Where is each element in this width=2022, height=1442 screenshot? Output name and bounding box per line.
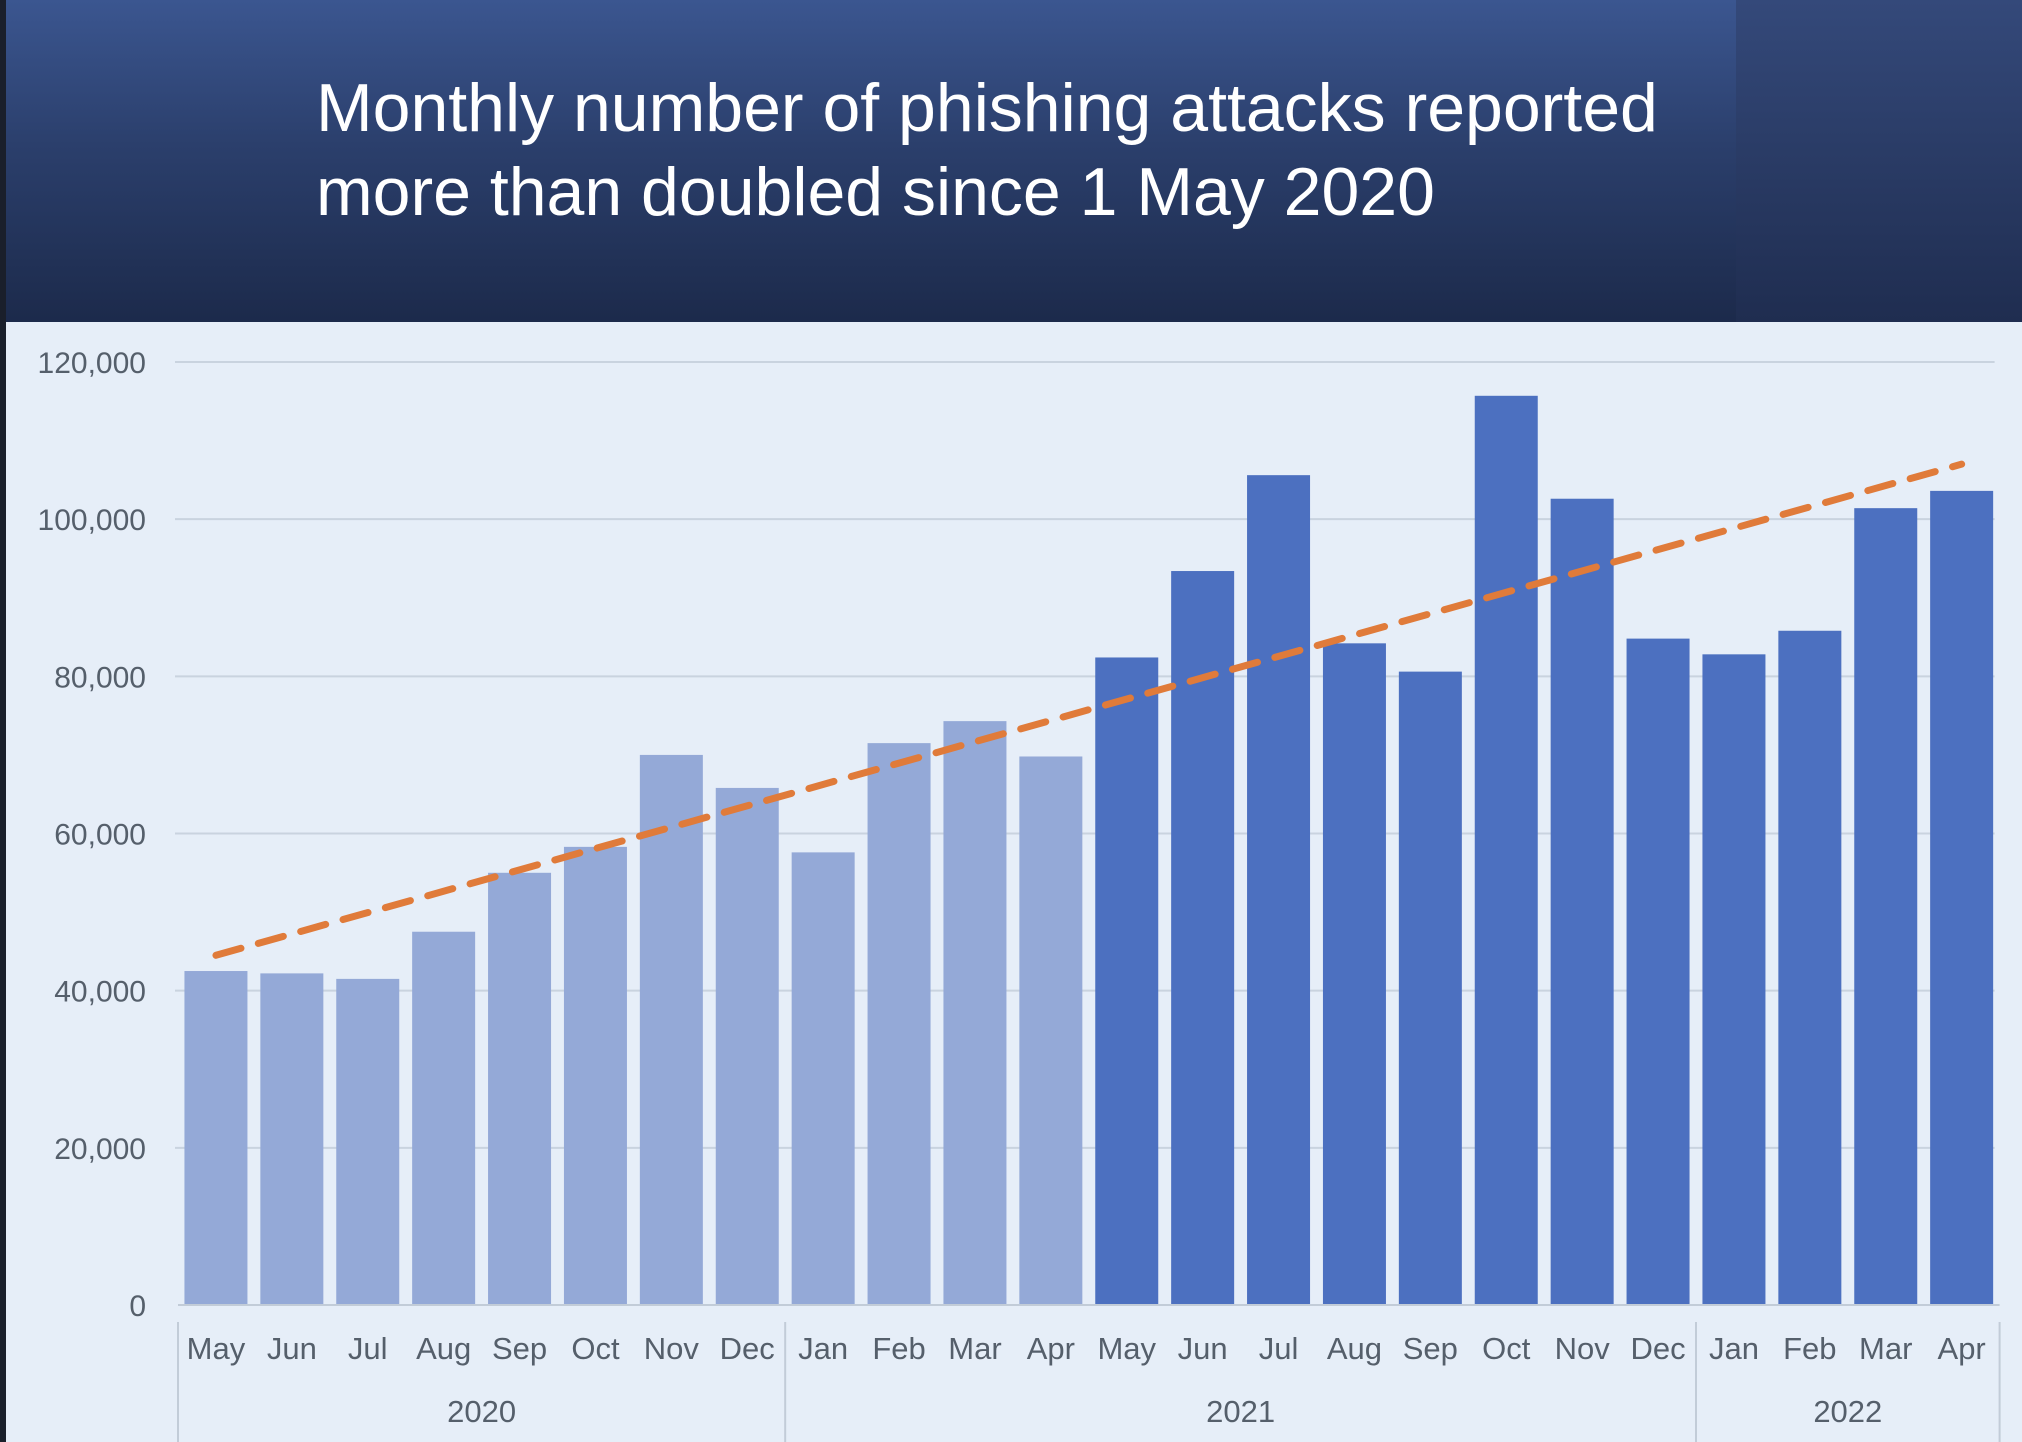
x-tick-label: Jun bbox=[267, 1331, 317, 1366]
x-tick-label: Mar bbox=[1859, 1331, 1912, 1366]
x-tick-label: May bbox=[187, 1331, 246, 1366]
year-group-label: 2020 bbox=[447, 1394, 516, 1429]
bar bbox=[1474, 395, 1538, 1305]
bar bbox=[1095, 657, 1159, 1305]
x-tick-label: Apr bbox=[1027, 1331, 1075, 1366]
trend-line bbox=[212, 460, 1966, 959]
x-tick-label: Sep bbox=[492, 1331, 547, 1366]
bar bbox=[1702, 654, 1766, 1305]
x-tick-label: Aug bbox=[416, 1331, 471, 1366]
x-tick-label: Apr bbox=[1938, 1331, 1986, 1366]
x-tick-label: Oct bbox=[1482, 1331, 1531, 1366]
year-group-label: 2021 bbox=[1206, 1394, 1275, 1429]
bar bbox=[1626, 638, 1690, 1305]
chart-title-line-2: more than doubled since 1 May 2020 bbox=[316, 154, 1435, 230]
bar bbox=[412, 931, 476, 1305]
chart-title: Monthly number of phishing attacks repor… bbox=[316, 66, 1736, 234]
x-tick-label: Jul bbox=[348, 1331, 388, 1366]
gridlines bbox=[175, 361, 1995, 1149]
bar bbox=[1322, 643, 1386, 1305]
x-tick-label: Sep bbox=[1403, 1331, 1458, 1366]
x-axis: May Jun Jul Aug Sep Oct Nov Dec Jan Feb Mar Apr May J… bbox=[177, 1304, 2001, 1442]
bar bbox=[1247, 475, 1311, 1305]
x-tick-label: May bbox=[1097, 1331, 1156, 1366]
bar bbox=[1550, 498, 1614, 1305]
bar bbox=[639, 754, 703, 1305]
bar bbox=[791, 852, 855, 1305]
bar bbox=[184, 971, 248, 1305]
bar bbox=[563, 846, 627, 1305]
y-tick-label: 120,000 bbox=[38, 347, 146, 380]
x-tick-label: Feb bbox=[1783, 1331, 1836, 1366]
x-tick-label: Jul bbox=[1259, 1331, 1299, 1366]
bar bbox=[1019, 756, 1083, 1305]
bar bbox=[1930, 490, 1994, 1305]
x-tick-label: Mar bbox=[948, 1331, 1001, 1366]
banner-right-panel bbox=[1736, 0, 2022, 322]
y-tick-label: 80,000 bbox=[54, 661, 146, 694]
x-tick-label: Aug bbox=[1327, 1331, 1382, 1366]
x-tick-label: Feb bbox=[872, 1331, 925, 1366]
bar bbox=[1398, 671, 1462, 1305]
bars bbox=[184, 395, 1994, 1305]
x-tick-label: Jan bbox=[798, 1331, 848, 1366]
y-tick-label: 20,000 bbox=[54, 1133, 146, 1166]
x-tick-label: Jan bbox=[1709, 1331, 1759, 1366]
bar bbox=[260, 973, 324, 1305]
x-tick-label: Nov bbox=[1555, 1331, 1611, 1366]
chart-title-line-1: Monthly number of phishing attacks repor… bbox=[316, 70, 1658, 146]
y-tick-label: 100,000 bbox=[38, 504, 146, 537]
bar bbox=[1171, 571, 1235, 1305]
y-axis-ticks: 0 20,000 40,000 60,000 80,000 100,000 120,000 bbox=[38, 347, 146, 1323]
x-tick-label: Oct bbox=[571, 1331, 620, 1366]
bar bbox=[1854, 508, 1918, 1305]
x-tick-label: Dec bbox=[720, 1331, 775, 1366]
x-tick-label: Dec bbox=[1630, 1331, 1685, 1366]
bar bbox=[867, 743, 931, 1305]
bar bbox=[943, 721, 1007, 1305]
y-tick-label: 40,000 bbox=[54, 976, 146, 1009]
bar bbox=[715, 787, 779, 1305]
bar bbox=[336, 978, 400, 1305]
x-tick-label: Nov bbox=[644, 1331, 700, 1366]
bar bbox=[488, 872, 552, 1305]
year-group-label: 2022 bbox=[1813, 1394, 1882, 1429]
y-tick-label: 60,000 bbox=[54, 819, 146, 852]
x-tick-label: Jun bbox=[1178, 1331, 1228, 1366]
title-banner: Monthly number of phishing attacks repor… bbox=[6, 0, 2022, 322]
y-tick-label: 0 bbox=[129, 1290, 146, 1323]
bar bbox=[1778, 630, 1842, 1305]
trend-line-group bbox=[212, 460, 1966, 959]
